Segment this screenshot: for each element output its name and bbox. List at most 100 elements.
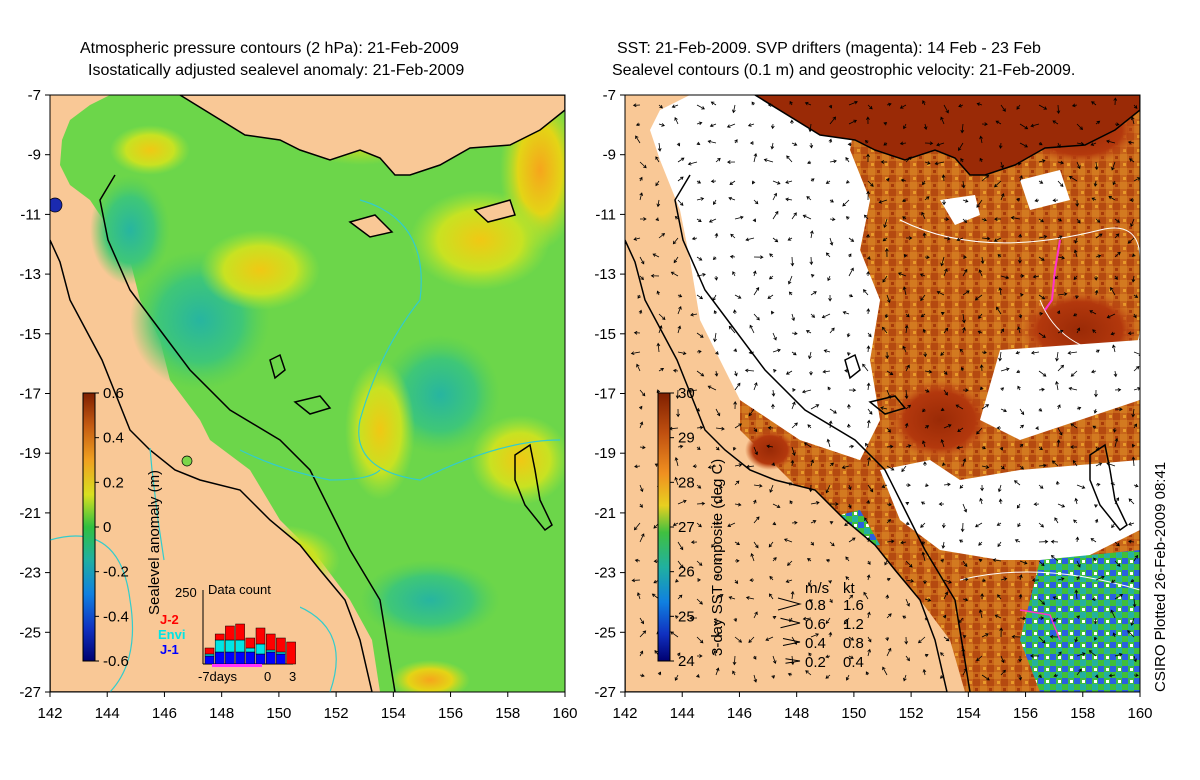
velocity-arrow bbox=[808, 123, 813, 133]
velocity-arrow bbox=[734, 579, 739, 584]
velocity-arrow bbox=[715, 573, 720, 581]
velocity-arrow bbox=[801, 389, 812, 394]
velocity-arrow bbox=[1018, 593, 1023, 600]
velocity-arrow bbox=[1112, 427, 1117, 433]
velocity-arrow bbox=[940, 256, 945, 267]
velocity-arrow bbox=[844, 522, 850, 526]
velocity-arrow bbox=[772, 521, 777, 526]
velocity-arrow bbox=[696, 104, 705, 110]
velocity-arrow bbox=[696, 370, 705, 377]
velocity-arrow bbox=[905, 404, 912, 410]
velocity-arrow bbox=[791, 212, 797, 220]
velocity-arrow bbox=[1017, 385, 1021, 391]
velocity-arrow bbox=[714, 232, 719, 239]
velocity-arrow bbox=[677, 444, 684, 449]
velocity-arrow bbox=[769, 484, 774, 493]
velocity-arrow bbox=[941, 462, 946, 467]
velocity-legend-ms: 0.2 bbox=[805, 654, 826, 671]
velocity-arrow bbox=[848, 636, 855, 641]
data-count-legend-j2: J-2 bbox=[160, 612, 179, 627]
velocity-arrow bbox=[748, 408, 755, 417]
velocity-arrow bbox=[788, 482, 793, 486]
lat-tick-label: -7 bbox=[28, 87, 41, 104]
velocity-arrow bbox=[787, 237, 793, 241]
histogram-bar bbox=[276, 637, 286, 653]
velocity-arrow bbox=[753, 446, 758, 456]
velocity-arrow bbox=[1018, 256, 1022, 264]
velocity-arrow bbox=[1057, 577, 1065, 581]
velocity-arrow bbox=[712, 294, 717, 302]
velocity-arrow bbox=[841, 465, 850, 470]
velocity-arrow bbox=[715, 446, 720, 451]
histogram-bar bbox=[255, 653, 266, 665]
velocity-arrow bbox=[696, 294, 704, 300]
velocity-arrow bbox=[886, 389, 892, 399]
velocity-arrow bbox=[1057, 160, 1064, 165]
velocity-arrow bbox=[884, 248, 889, 258]
velocity-arrow bbox=[829, 408, 837, 414]
velocity-arrow bbox=[639, 217, 647, 221]
velocity-arrow bbox=[920, 313, 926, 318]
colorbar-tick-label: 30 bbox=[678, 385, 695, 402]
velocity-legend-header-kt: kt bbox=[843, 580, 856, 597]
data-count-inset: Data count 250 J-2 Envi J-1 -7days 0 3 bbox=[158, 582, 300, 684]
velocity-arrow bbox=[791, 351, 797, 356]
velocity-arrow bbox=[1095, 349, 1100, 353]
velocity-arrow bbox=[639, 275, 644, 281]
velocity-arrow bbox=[772, 369, 777, 373]
velocity-arrow bbox=[734, 480, 740, 486]
velocity-arrow bbox=[1111, 161, 1116, 171]
velocity-arrow bbox=[921, 551, 926, 562]
velocity-arrow bbox=[1052, 198, 1059, 203]
velocity-arrow bbox=[1038, 522, 1045, 528]
velocity-arrow bbox=[1127, 140, 1135, 145]
velocity-arrow bbox=[940, 116, 945, 125]
velocity-arrow bbox=[745, 464, 755, 469]
velocity-arrow bbox=[998, 498, 1003, 505]
velocity-arrow bbox=[674, 456, 679, 467]
histogram-bar bbox=[245, 651, 256, 665]
velocity-arrow bbox=[924, 161, 931, 165]
velocity-arrow bbox=[1133, 104, 1138, 109]
velocity-legend-ms: 0.4 bbox=[805, 635, 826, 652]
velocity-arrow bbox=[1113, 370, 1118, 378]
velocity-arrow bbox=[941, 174, 946, 182]
velocity-arrow bbox=[1088, 650, 1097, 657]
velocity-arrow bbox=[674, 674, 679, 681]
velocity-arrow bbox=[696, 141, 701, 146]
velocity-arrow bbox=[867, 256, 871, 260]
velocity-arrow bbox=[753, 655, 757, 660]
velocity-arrow bbox=[962, 218, 968, 223]
lon-tick-label: 156 bbox=[438, 705, 463, 722]
velocity-arrow bbox=[1091, 369, 1097, 374]
lon-tick-label: 156 bbox=[1013, 705, 1038, 722]
velocity-arrow bbox=[751, 180, 756, 185]
velocity-arrow bbox=[1093, 180, 1098, 187]
histogram-bar bbox=[235, 651, 245, 665]
velocity-arrow bbox=[727, 160, 736, 164]
velocity-arrow bbox=[905, 598, 910, 607]
lon-tick-label: 158 bbox=[1070, 705, 1095, 722]
plot-credit: CSIRO Plotted 26-Feb-2009 08:41 bbox=[1152, 462, 1169, 692]
velocity-arrow bbox=[1090, 142, 1097, 146]
velocity-arrow bbox=[638, 405, 643, 410]
velocity-arrow bbox=[1133, 313, 1137, 319]
velocity-arrow bbox=[1074, 497, 1079, 505]
velocity-arrow bbox=[886, 294, 891, 303]
velocity-arrow bbox=[923, 579, 927, 585]
velocity-arrow bbox=[1038, 463, 1047, 468]
velocity-arrow bbox=[827, 386, 832, 391]
velocity-arrow bbox=[960, 522, 965, 533]
velocity-arrow bbox=[1110, 287, 1116, 296]
velocity-arrow bbox=[1057, 180, 1064, 188]
velocity-arrow bbox=[690, 540, 698, 545]
velocity-arrow bbox=[635, 135, 641, 144]
lat-tick-label: -15 bbox=[19, 326, 41, 343]
velocity-arrow bbox=[867, 636, 872, 643]
velocity-arrow bbox=[734, 463, 743, 467]
velocity-arrow bbox=[727, 522, 736, 527]
colorbar-tick-label: 0.2 bbox=[103, 474, 124, 491]
velocity-arrow bbox=[1038, 159, 1046, 163]
velocity-arrow bbox=[750, 553, 755, 562]
velocity-arrow bbox=[867, 611, 871, 619]
